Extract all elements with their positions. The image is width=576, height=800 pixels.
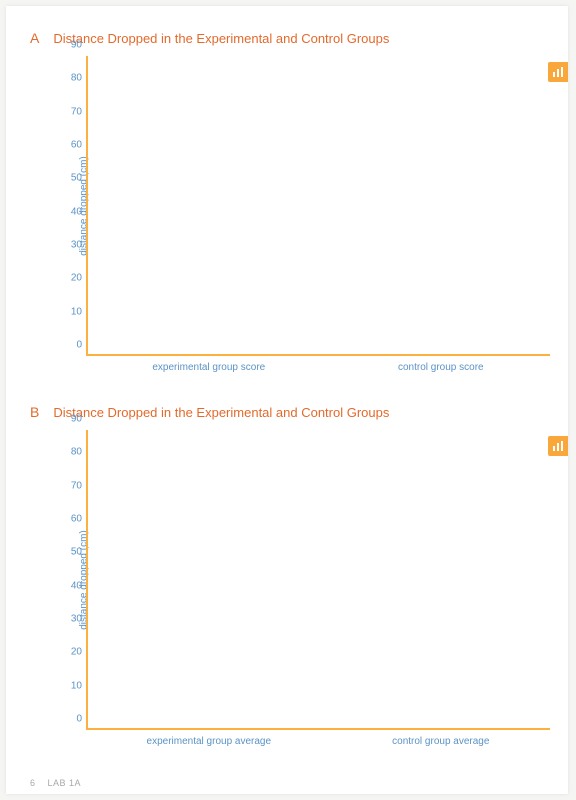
y-tick-label: 50 (60, 547, 82, 558)
section-a-header: A Distance Dropped in the Experimental a… (30, 30, 550, 46)
chart-a: distance dropped (cm) experimental group… (60, 56, 550, 356)
page: A Distance Dropped in the Experimental a… (6, 6, 568, 794)
bar-chart-icon (552, 66, 564, 78)
chart-a-xlabel-1: control group score (398, 362, 484, 373)
y-tick-label: 90 (60, 40, 82, 51)
y-tick-label: 20 (60, 647, 82, 658)
y-tick-label: 70 (60, 480, 82, 491)
chart-b-y-axis (86, 430, 88, 730)
y-tick-label: 70 (60, 106, 82, 117)
chart-a-xlabel-0: experimental group score (152, 362, 265, 373)
y-tick-label: 80 (60, 447, 82, 458)
chart-b-xlabel-0: experimental group average (147, 736, 272, 747)
section-a-title: Distance Dropped in the Experimental and… (53, 31, 389, 46)
y-tick-label: 30 (60, 240, 82, 251)
page-footer: 6 LAB 1A (30, 778, 81, 788)
y-tick-label: 60 (60, 140, 82, 151)
footer-label: LAB 1A (48, 778, 82, 788)
section-b-title: Distance Dropped in the Experimental and… (53, 405, 389, 420)
chart-a-x-labels: experimental group score control group s… (86, 356, 550, 373)
y-tick-label: 20 (60, 273, 82, 284)
y-tick-label: 30 (60, 614, 82, 625)
y-tick-label: 90 (60, 414, 82, 425)
tab-icon-b (548, 436, 568, 456)
chart-a-y-axis (86, 56, 88, 356)
section-a-letter: A (30, 30, 39, 46)
y-tick-label: 10 (60, 680, 82, 691)
y-tick-label: 10 (60, 306, 82, 317)
tab-icon-a (548, 62, 568, 82)
y-tick-label: 40 (60, 580, 82, 591)
chart-b-x-labels: experimental group average control group… (86, 730, 550, 747)
chart-b-xlabel-1: control group average (392, 736, 489, 747)
footer-page-num: 6 (30, 778, 36, 788)
y-tick-label: 50 (60, 173, 82, 184)
y-tick-label: 0 (60, 340, 82, 351)
y-tick-label: 40 (60, 206, 82, 217)
section-b-header: B Distance Dropped in the Experimental a… (30, 404, 550, 420)
section-b: B Distance Dropped in the Experimental a… (30, 404, 550, 730)
y-tick-label: 0 (60, 714, 82, 725)
y-tick-label: 60 (60, 514, 82, 525)
chart-b: distance dropped (cm) experimental group… (60, 430, 550, 730)
y-tick-label: 80 (60, 73, 82, 84)
bar-chart-icon (552, 440, 564, 452)
section-a: A Distance Dropped in the Experimental a… (30, 30, 550, 356)
section-b-letter: B (30, 404, 39, 420)
